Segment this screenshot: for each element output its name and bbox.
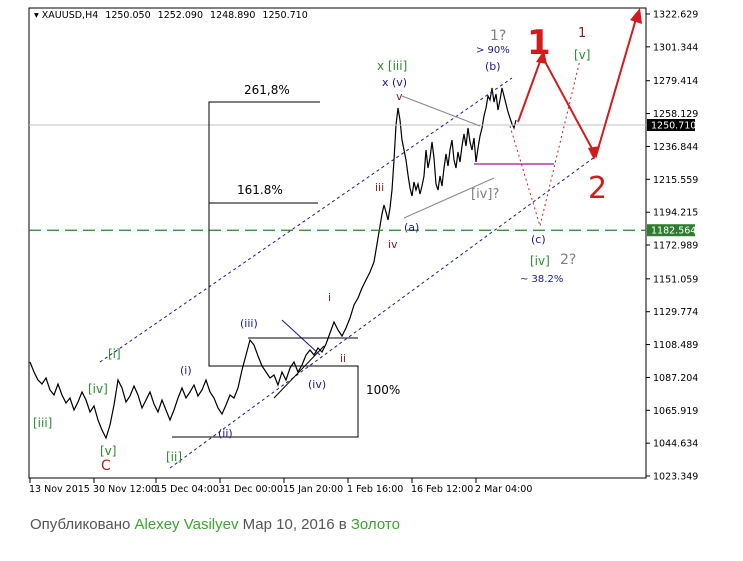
channel-upper (99, 77, 513, 363)
price-chart: 1250.710 1182.564 261,8% 161.8% 100% > 90% ~ 3… (28, 7, 698, 495)
ohlc-open: 1250.050 (105, 10, 150, 21)
wave-label: C (101, 458, 111, 474)
caption-date: Мар 10, 2016 в (242, 516, 347, 533)
y-tick-label: 1258.129 (653, 109, 698, 120)
y-tick-label: 1129.774 (653, 307, 698, 318)
wave-label: [iii] (33, 416, 52, 430)
x-tick-label: 13 Nov 2015 (29, 484, 90, 495)
wave-label: i (328, 291, 331, 304)
fib-261-label: 261,8% (244, 83, 290, 97)
x-tick-label: 15 Dec 04:00 (155, 484, 219, 495)
wave-label: 1? (490, 28, 506, 44)
wave-label: (ii) (218, 427, 233, 440)
caption-prefix: Опубликовано (30, 516, 131, 533)
ohlc-low: 1248.890 (210, 10, 255, 21)
wave-label: iv (388, 238, 398, 251)
x-tick-label: 31 Dec 00:00 (219, 484, 283, 495)
fib-100-label: 100% (366, 383, 400, 397)
y-tick-label: 1301.344 (653, 42, 698, 53)
ohlc-close: 1250.710 (262, 10, 307, 21)
wave-label: 1 (578, 26, 586, 41)
wave-label: (iii) (240, 317, 258, 330)
wave-label: [iv] (88, 382, 108, 396)
wave-label: [i] (108, 347, 121, 361)
wave-label: [iv] (530, 254, 550, 268)
y-tick-label: 1172.989 (653, 241, 698, 252)
arrow-head-down-2 (588, 146, 600, 160)
x-tick-label: 30 Nov 12:00 (93, 484, 157, 495)
x-tick-label: 16 Feb 12:00 (411, 484, 473, 495)
channel-lower (169, 155, 597, 469)
x-tick-label: 15 Jan 20:00 (283, 484, 343, 495)
fib-161-label: 161.8% (237, 183, 283, 197)
category-link[interactable]: Золото (350, 516, 400, 533)
author-link[interactable]: Alexey Vasilyev (134, 516, 239, 533)
price-series (29, 87, 517, 440)
wave-label: iii (375, 181, 384, 194)
x-tick-label: 1 Feb 16:00 (347, 484, 403, 495)
symbol-header: ▾ XAUUSD,H4 1250.050 1252.090 1248.890 1… (34, 10, 308, 21)
y-tick-label: 1194.215 (653, 208, 698, 219)
wave-label: 1 (527, 23, 551, 63)
y-tick-label: 1023.349 (653, 472, 698, 483)
wave-label: 2 (588, 171, 607, 206)
y-tick-label: 1065.919 (653, 406, 698, 417)
target-90-label: > 90% (476, 45, 510, 56)
fib-bracket (172, 101, 359, 438)
wave-label: [iv]? (471, 187, 499, 202)
wave-label: ii (340, 352, 346, 365)
wave-markup: 1250.710 1182.564 261,8% 161.8% 100% > 90% ~ 3… (29, 8, 696, 474)
arrow-head-up-1 (536, 50, 547, 64)
projected-path (517, 11, 639, 159)
y-tick-label: 1236.844 (653, 142, 698, 153)
y-tick-label: 1044.634 (653, 439, 698, 450)
arrow-head-up-final (630, 8, 642, 24)
y-tick-label: 1108.489 (653, 340, 698, 351)
y-tick-label: 1322.629 (653, 10, 698, 21)
current-price-label: 1250.710 (651, 121, 696, 132)
ohlc-high: 1252.090 (158, 10, 203, 21)
wave-label: [ii] (166, 450, 182, 464)
wave-label: (a) (404, 221, 419, 234)
wave-label: x [iii] (377, 59, 407, 73)
symbol-name: XAUUSD,H4 (42, 10, 98, 21)
wave-label: (c) (531, 233, 546, 246)
wave-label: v (396, 90, 403, 103)
support-level-label: 1182.564 (651, 226, 696, 237)
wave-label: x (v) (382, 76, 407, 89)
wave-label: [v] (100, 444, 116, 458)
y-tick-label: 1279.414 (653, 76, 698, 87)
y-tick-label: 1087.204 (653, 373, 698, 384)
wedge-lower-line (273, 345, 325, 399)
wave-label: [v] (574, 48, 590, 62)
publication-caption: Опубликовано Alexey Vasilyev Мар 10, 201… (30, 516, 400, 533)
wave-label: (b) (485, 60, 501, 73)
plot-frame (28, 7, 647, 479)
price-path (29, 87, 517, 440)
triangle-lower-line (403, 177, 495, 219)
support-level-box (647, 224, 695, 237)
retr-38-label: ~ 38.2% (520, 274, 563, 285)
x-tick-label: 2 Mar 04:00 (475, 484, 532, 495)
triangle-upper-line (401, 95, 481, 127)
wave-label: (iv) (308, 378, 326, 391)
wave-label: (i) (180, 364, 192, 377)
wave-label: 2? (560, 252, 576, 268)
current-price-box (647, 119, 695, 132)
y-tick-label: 1215.559 (653, 175, 698, 186)
y-tick-label: 1151.059 (653, 274, 698, 285)
y-axis: 1322.629 1301.344 1279.414 1258.129 1236.844… (646, 10, 698, 483)
header-arrow-icon: ▾ (34, 10, 42, 21)
